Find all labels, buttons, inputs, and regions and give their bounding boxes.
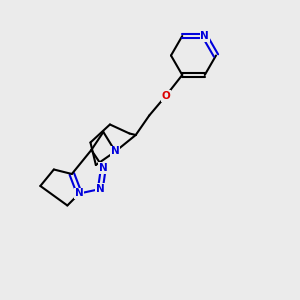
Text: O: O bbox=[161, 91, 170, 101]
Text: N: N bbox=[200, 31, 209, 41]
Text: N: N bbox=[99, 163, 108, 173]
Text: N: N bbox=[75, 188, 84, 199]
Text: N: N bbox=[96, 184, 105, 194]
Text: N: N bbox=[111, 146, 120, 157]
